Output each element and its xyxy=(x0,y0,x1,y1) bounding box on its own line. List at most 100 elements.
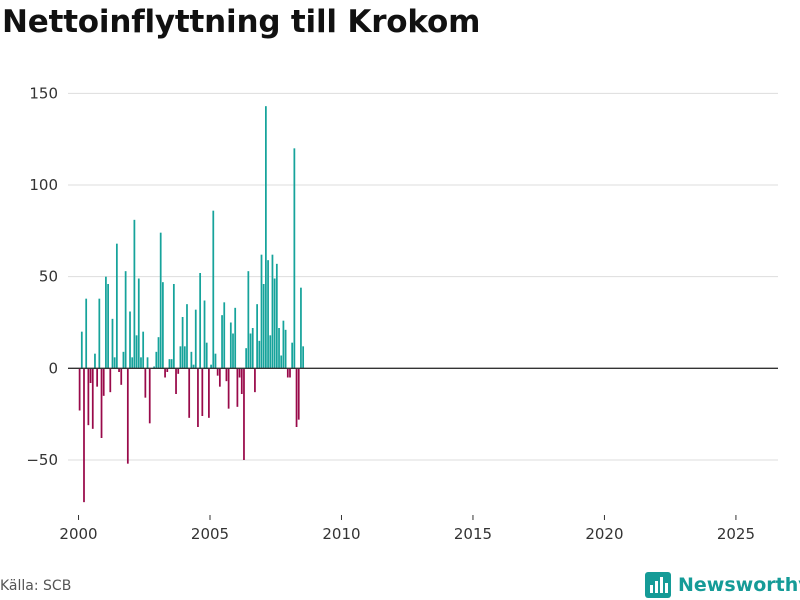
bar-positive xyxy=(210,364,212,369)
bar-negative xyxy=(238,368,241,378)
y-tick-label: 0 xyxy=(48,359,58,377)
bar-positive xyxy=(131,357,134,369)
bar-positive xyxy=(249,333,252,369)
bar-negative xyxy=(286,368,289,378)
bar-positive xyxy=(85,298,88,369)
axes xyxy=(68,367,778,520)
bar-negative xyxy=(297,368,300,420)
x-tick-label: 2005 xyxy=(191,525,229,543)
bar-positive xyxy=(275,263,278,369)
bar-positive xyxy=(155,351,158,369)
y-tick-labels: −50 0 50 100 150 xyxy=(26,84,58,469)
bar-positive xyxy=(271,254,274,369)
chart-title: Nettoinflyttning till Krokom xyxy=(2,4,481,40)
bar-positive xyxy=(284,329,287,369)
bar-negative xyxy=(164,368,166,378)
bar-negative xyxy=(243,368,245,460)
bar-positive xyxy=(267,260,269,369)
bar-negative xyxy=(166,368,169,372)
bar-positive xyxy=(260,254,263,369)
bar-positive xyxy=(168,359,171,369)
bar-negative xyxy=(87,368,90,426)
bar-negative xyxy=(188,368,191,418)
bar-negative xyxy=(91,368,94,429)
bar-negative xyxy=(102,368,105,396)
bar-positive xyxy=(247,271,250,369)
bar-positive xyxy=(190,351,193,369)
bar-positive xyxy=(203,300,206,369)
bar-negative xyxy=(120,368,123,385)
bar-positive xyxy=(94,353,96,369)
bar-positive xyxy=(256,304,258,369)
bar-positive xyxy=(205,342,208,369)
bar-negative xyxy=(83,368,85,503)
bar-positive xyxy=(181,317,184,369)
bar-negative xyxy=(201,368,204,416)
bar-positive xyxy=(157,337,160,369)
bar-positive xyxy=(269,335,272,369)
bar-positive xyxy=(98,298,101,369)
bar-positive xyxy=(183,346,186,369)
source-note: Källa: SCB xyxy=(0,578,72,594)
newsworthy-icon xyxy=(645,572,671,598)
bar-positive xyxy=(300,287,302,369)
bar-positive xyxy=(186,304,188,369)
bar-positive xyxy=(111,318,114,369)
x-tick-label: 2015 xyxy=(454,525,492,543)
bar-positive xyxy=(172,284,175,369)
bar-negative xyxy=(289,368,291,378)
bar-positive xyxy=(122,351,125,369)
bar-positive xyxy=(245,348,248,369)
bar-negative xyxy=(236,368,239,407)
bar-positive xyxy=(199,273,202,369)
bar-negative xyxy=(218,368,221,387)
bar-negative xyxy=(100,368,103,438)
bars xyxy=(78,106,305,503)
bar-negative xyxy=(227,368,230,409)
bar-positive xyxy=(135,335,138,369)
bar-positive xyxy=(212,210,215,369)
bar-positive xyxy=(262,284,265,369)
y-tick-label: −50 xyxy=(26,451,58,469)
bar-positive xyxy=(115,243,118,369)
bar-negative xyxy=(240,368,243,394)
bar-positive xyxy=(278,328,280,369)
x-tick-label: 2020 xyxy=(585,525,623,543)
bar-negative xyxy=(148,368,151,424)
bar-negative xyxy=(96,368,99,387)
newsworthy-logo[interactable]: Newsworthy xyxy=(645,570,800,600)
bar-negative xyxy=(144,368,147,398)
bar-positive xyxy=(159,232,162,369)
bar-negative xyxy=(197,368,199,427)
bar-positive xyxy=(113,357,116,369)
bar-positive xyxy=(229,322,232,369)
bar-negative xyxy=(216,368,219,376)
bar-positive xyxy=(133,219,136,369)
bar-positive xyxy=(124,271,127,369)
bar-positive xyxy=(291,342,294,369)
bar-negative xyxy=(208,368,210,418)
bar-positive xyxy=(194,309,197,369)
bar-positive xyxy=(302,346,305,369)
bar-positive xyxy=(223,302,226,369)
bar-negative xyxy=(254,368,256,393)
y-tick-label: 100 xyxy=(29,176,58,194)
bar-positive xyxy=(293,148,296,369)
y-tick-label: 150 xyxy=(29,84,58,102)
bar-positive xyxy=(192,364,195,369)
bar-negative xyxy=(175,368,177,394)
x-tick-labels: 2000 2005 2010 2015 2020 2025 xyxy=(59,525,755,543)
bar-negative xyxy=(126,368,129,464)
bar-positive xyxy=(146,357,149,369)
bar-negative xyxy=(109,368,112,393)
bar-positive xyxy=(258,340,261,369)
bar-positive xyxy=(142,331,145,369)
bar-negative xyxy=(78,368,81,411)
x-tick-label: 2010 xyxy=(322,525,360,543)
bar-positive xyxy=(232,333,234,369)
bar-positive xyxy=(129,311,131,369)
bar-positive xyxy=(140,357,142,369)
bar-positive xyxy=(179,346,182,369)
bar-positive xyxy=(170,359,173,369)
